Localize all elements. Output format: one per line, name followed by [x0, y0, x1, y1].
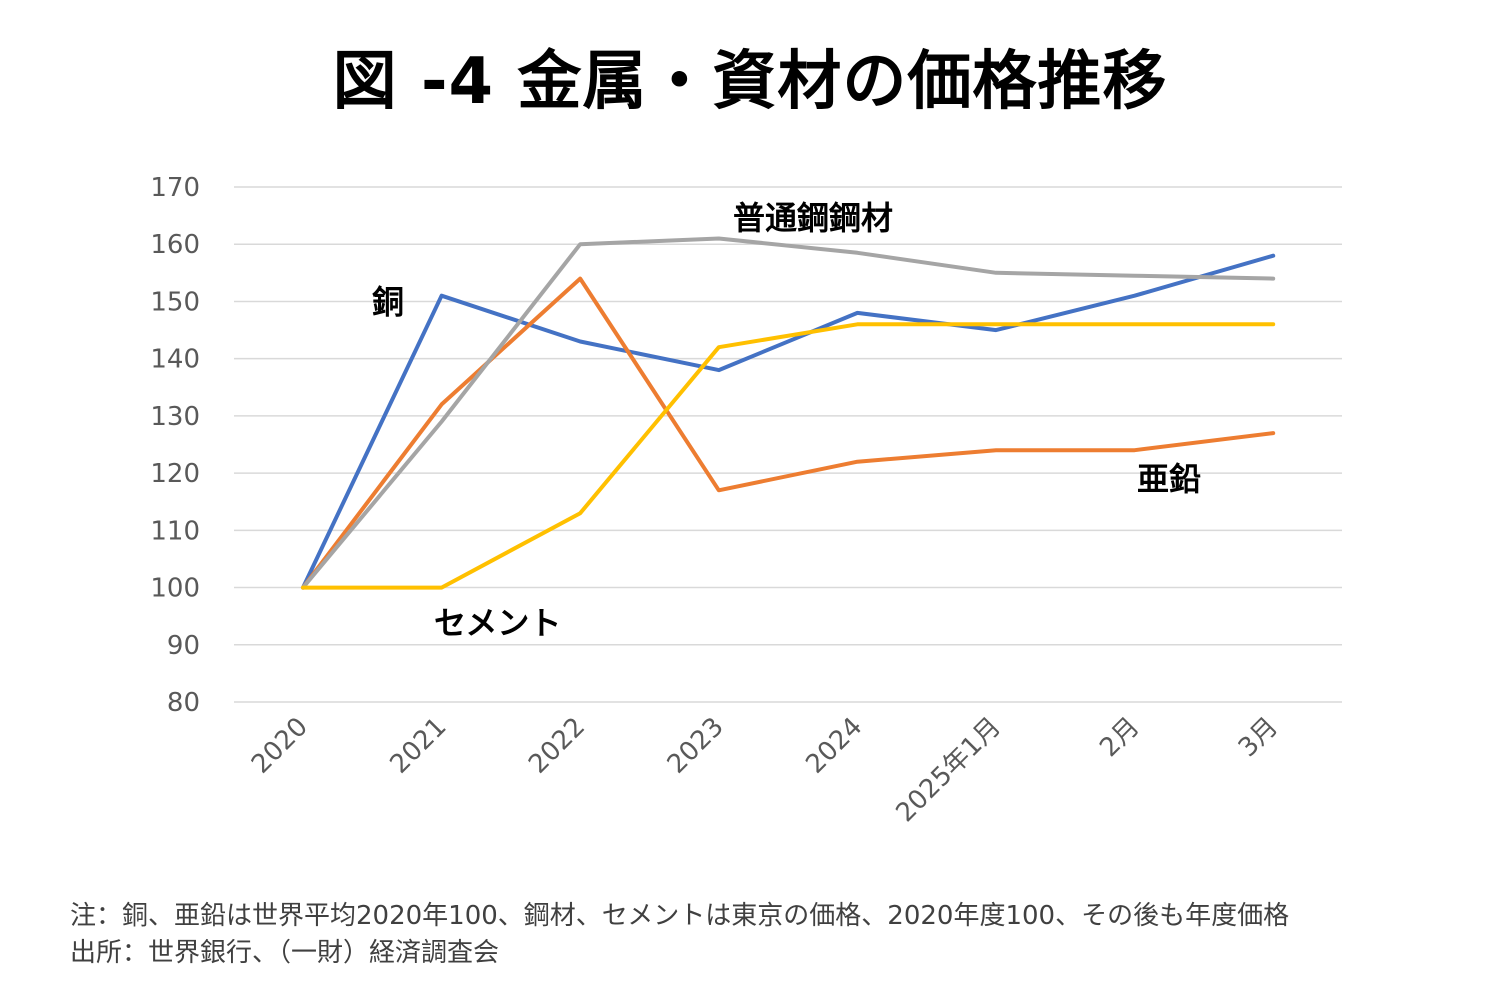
- x-tick-label: 2月: [1094, 712, 1145, 763]
- series-line-1: [301, 253, 1276, 590]
- series-label-1: 銅: [372, 283, 404, 321]
- x-tick-label: 2025年1月: [890, 712, 1006, 828]
- series-line-3: [301, 236, 1276, 590]
- series-label-4: セメント: [434, 604, 561, 642]
- y-tick-label: 120: [150, 459, 200, 489]
- source-text: 出所：世界銀行、（一財）経済調査会: [70, 938, 500, 968]
- x-tick-label: 2022: [523, 712, 591, 780]
- x-tick-label: 2021: [385, 712, 453, 780]
- series-line-4: [301, 322, 1276, 590]
- x-tick-label: 2024: [800, 712, 868, 780]
- y-tick-label: 130: [150, 402, 200, 432]
- y-axis-ticks: 80 90 100 110 120 130 140 150 160 170: [150, 173, 200, 718]
- y-tick-label: 100: [150, 574, 200, 604]
- x-tick-label: 2020: [246, 712, 314, 780]
- y-tick-label: 170: [150, 173, 200, 203]
- y-tick-label: 140: [150, 345, 200, 375]
- y-tick-label: 90: [167, 631, 200, 661]
- y-tick-label: 80: [167, 688, 200, 718]
- y-tick-label: 160: [150, 230, 200, 260]
- series-label-3: 普通鋼鋼材: [733, 199, 893, 237]
- y-tick-label: 150: [150, 287, 200, 317]
- note-text: 注：銅、亜鉛は世界平均2020年100、鋼材、セメントは東京の価格、2020年度…: [70, 901, 1290, 931]
- series-line-2: [301, 276, 1276, 590]
- y-tick-label: 110: [150, 516, 200, 546]
- x-tick-label: 2023: [662, 712, 730, 780]
- series-label-2: 亜鉛: [1137, 460, 1201, 498]
- series-lines: [301, 236, 1276, 590]
- x-axis-ticks: 2020 2021 2022 2023 2024 2025年1月 2月 3月: [246, 712, 1284, 828]
- chart-title: 図 -4 金属・資材の価格推移: [332, 45, 1168, 119]
- x-tick-label: 3月: [1233, 712, 1284, 763]
